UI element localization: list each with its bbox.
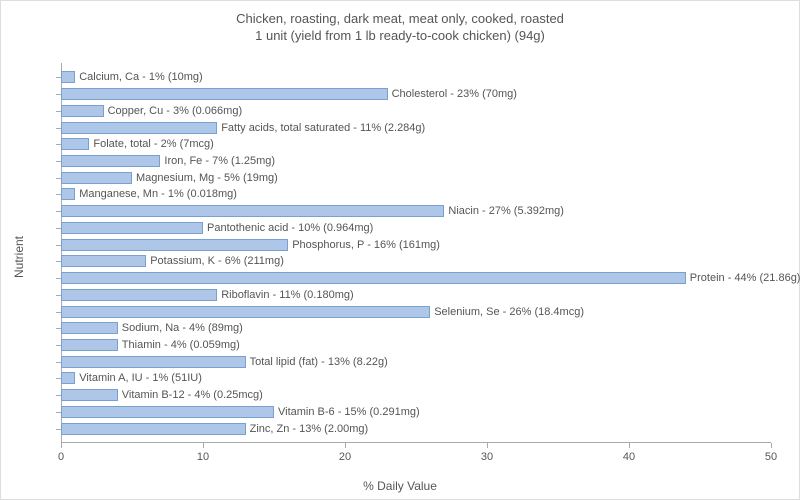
bar — [61, 339, 118, 351]
bar-row: Niacin - 27% (5.392mg) — [61, 204, 771, 218]
bar-label: Pantothenic acid - 10% (0.964mg) — [203, 221, 373, 235]
bar — [61, 155, 160, 167]
bar-row: Magnesium, Mg - 5% (19mg) — [61, 171, 771, 185]
bar — [61, 389, 118, 401]
bar — [61, 222, 203, 234]
bar — [61, 188, 75, 200]
bar — [61, 105, 104, 117]
bar-label: Thiamin - 4% (0.059mg) — [118, 338, 240, 352]
plot-area: Calcium, Ca - 1% (10mg) Cholesterol - 23%… — [61, 63, 771, 443]
bar-row: Fatty acids, total saturated - 11% (2.28… — [61, 121, 771, 135]
bar-row: Thiamin - 4% (0.059mg) — [61, 338, 771, 352]
bar-label: Folate, total - 2% (7mcg) — [89, 137, 213, 151]
bar-label: Copper, Cu - 3% (0.066mg) — [104, 104, 243, 118]
bar-label: Vitamin A, IU - 1% (51IU) — [75, 371, 202, 385]
bar-row: Vitamin B-12 - 4% (0.25mcg) — [61, 388, 771, 402]
bar-row: Folate, total - 2% (7mcg) — [61, 137, 771, 151]
x-tick-label: 10 — [197, 451, 209, 463]
bar — [61, 289, 217, 301]
bar-label: Magnesium, Mg - 5% (19mg) — [132, 171, 278, 185]
bar-label: Vitamin B-6 - 15% (0.291mg) — [274, 405, 420, 419]
bar-row: Copper, Cu - 3% (0.066mg) — [61, 104, 771, 118]
bar-label: Calcium, Ca - 1% (10mg) — [75, 70, 202, 84]
bar-label: Riboflavin - 11% (0.180mg) — [217, 288, 353, 302]
bar-row: Cholesterol - 23% (70mg) — [61, 87, 771, 101]
chart-title-line1: Chicken, roasting, dark meat, meat only,… — [1, 11, 799, 28]
bar-row: Protein - 44% (21.86g) — [61, 271, 771, 285]
x-tick-label: 30 — [481, 451, 493, 463]
bar-row: Zinc, Zn - 13% (2.00mg) — [61, 422, 771, 436]
x-axis-label: % Daily Value — [363, 479, 437, 493]
bar-row: Riboflavin - 11% (0.180mg) — [61, 288, 771, 302]
bar — [61, 239, 288, 251]
chart-container: Chicken, roasting, dark meat, meat only,… — [0, 0, 800, 500]
chart-title-line2: 1 unit (yield from 1 lb ready-to-cook ch… — [1, 28, 799, 45]
bar — [61, 71, 75, 83]
x-tick-label: 50 — [765, 451, 777, 463]
bar-row: Potassium, K - 6% (211mg) — [61, 254, 771, 268]
bar-label: Phosphorus, P - 16% (161mg) — [288, 238, 440, 252]
bars-group: Calcium, Ca - 1% (10mg) Cholesterol - 23%… — [61, 63, 771, 443]
bar-row: Iron, Fe - 7% (1.25mg) — [61, 154, 771, 168]
bar — [61, 322, 118, 334]
bar — [61, 423, 246, 435]
bar-label: Selenium, Se - 26% (18.4mcg) — [430, 305, 584, 319]
bar-label: Manganese, Mn - 1% (0.018mg) — [75, 187, 237, 201]
bar-row: Calcium, Ca - 1% (10mg) — [61, 70, 771, 84]
bar-label: Protein - 44% (21.86g) — [686, 271, 800, 285]
bar-row: Total lipid (fat) - 13% (8.22g) — [61, 355, 771, 369]
bar — [61, 272, 686, 284]
x-tick — [487, 443, 488, 448]
bar-row: Pantothenic acid - 10% (0.964mg) — [61, 221, 771, 235]
bar-row: Selenium, Se - 26% (18.4mcg) — [61, 305, 771, 319]
bar — [61, 172, 132, 184]
bar — [61, 88, 388, 100]
bar — [61, 122, 217, 134]
bar — [61, 138, 89, 150]
bar-row: Vitamin B-6 - 15% (0.291mg) — [61, 405, 771, 419]
bar-row: Manganese, Mn - 1% (0.018mg) — [61, 187, 771, 201]
y-axis-label: Nutrient — [12, 236, 26, 278]
x-tick — [629, 443, 630, 448]
bar-label: Niacin - 27% (5.392mg) — [444, 204, 564, 218]
bar — [61, 356, 246, 368]
bar — [61, 255, 146, 267]
bar-label: Total lipid (fat) - 13% (8.22g) — [246, 355, 388, 369]
x-tick-label: 40 — [623, 451, 635, 463]
bar-row: Sodium, Na - 4% (89mg) — [61, 321, 771, 335]
x-tick-label: 20 — [339, 451, 351, 463]
x-tick — [345, 443, 346, 448]
bar — [61, 306, 430, 318]
chart-title: Chicken, roasting, dark meat, meat only,… — [1, 1, 799, 45]
bar-label: Vitamin B-12 - 4% (0.25mcg) — [118, 388, 263, 402]
bar-label: Iron, Fe - 7% (1.25mg) — [160, 154, 275, 168]
bar-label: Zinc, Zn - 13% (2.00mg) — [246, 422, 369, 436]
x-tick — [771, 443, 772, 448]
x-tick — [203, 443, 204, 448]
bar-label: Fatty acids, total saturated - 11% (2.28… — [217, 121, 425, 135]
bar-label: Potassium, K - 6% (211mg) — [146, 254, 284, 268]
bar — [61, 406, 274, 418]
x-tick-label: 0 — [58, 451, 64, 463]
bar — [61, 372, 75, 384]
bar-row: Phosphorus, P - 16% (161mg) — [61, 238, 771, 252]
bar-label: Sodium, Na - 4% (89mg) — [118, 321, 243, 335]
x-tick — [61, 443, 62, 448]
bar — [61, 205, 444, 217]
bar-row: Vitamin A, IU - 1% (51IU) — [61, 371, 771, 385]
bar-label: Cholesterol - 23% (70mg) — [388, 87, 517, 101]
